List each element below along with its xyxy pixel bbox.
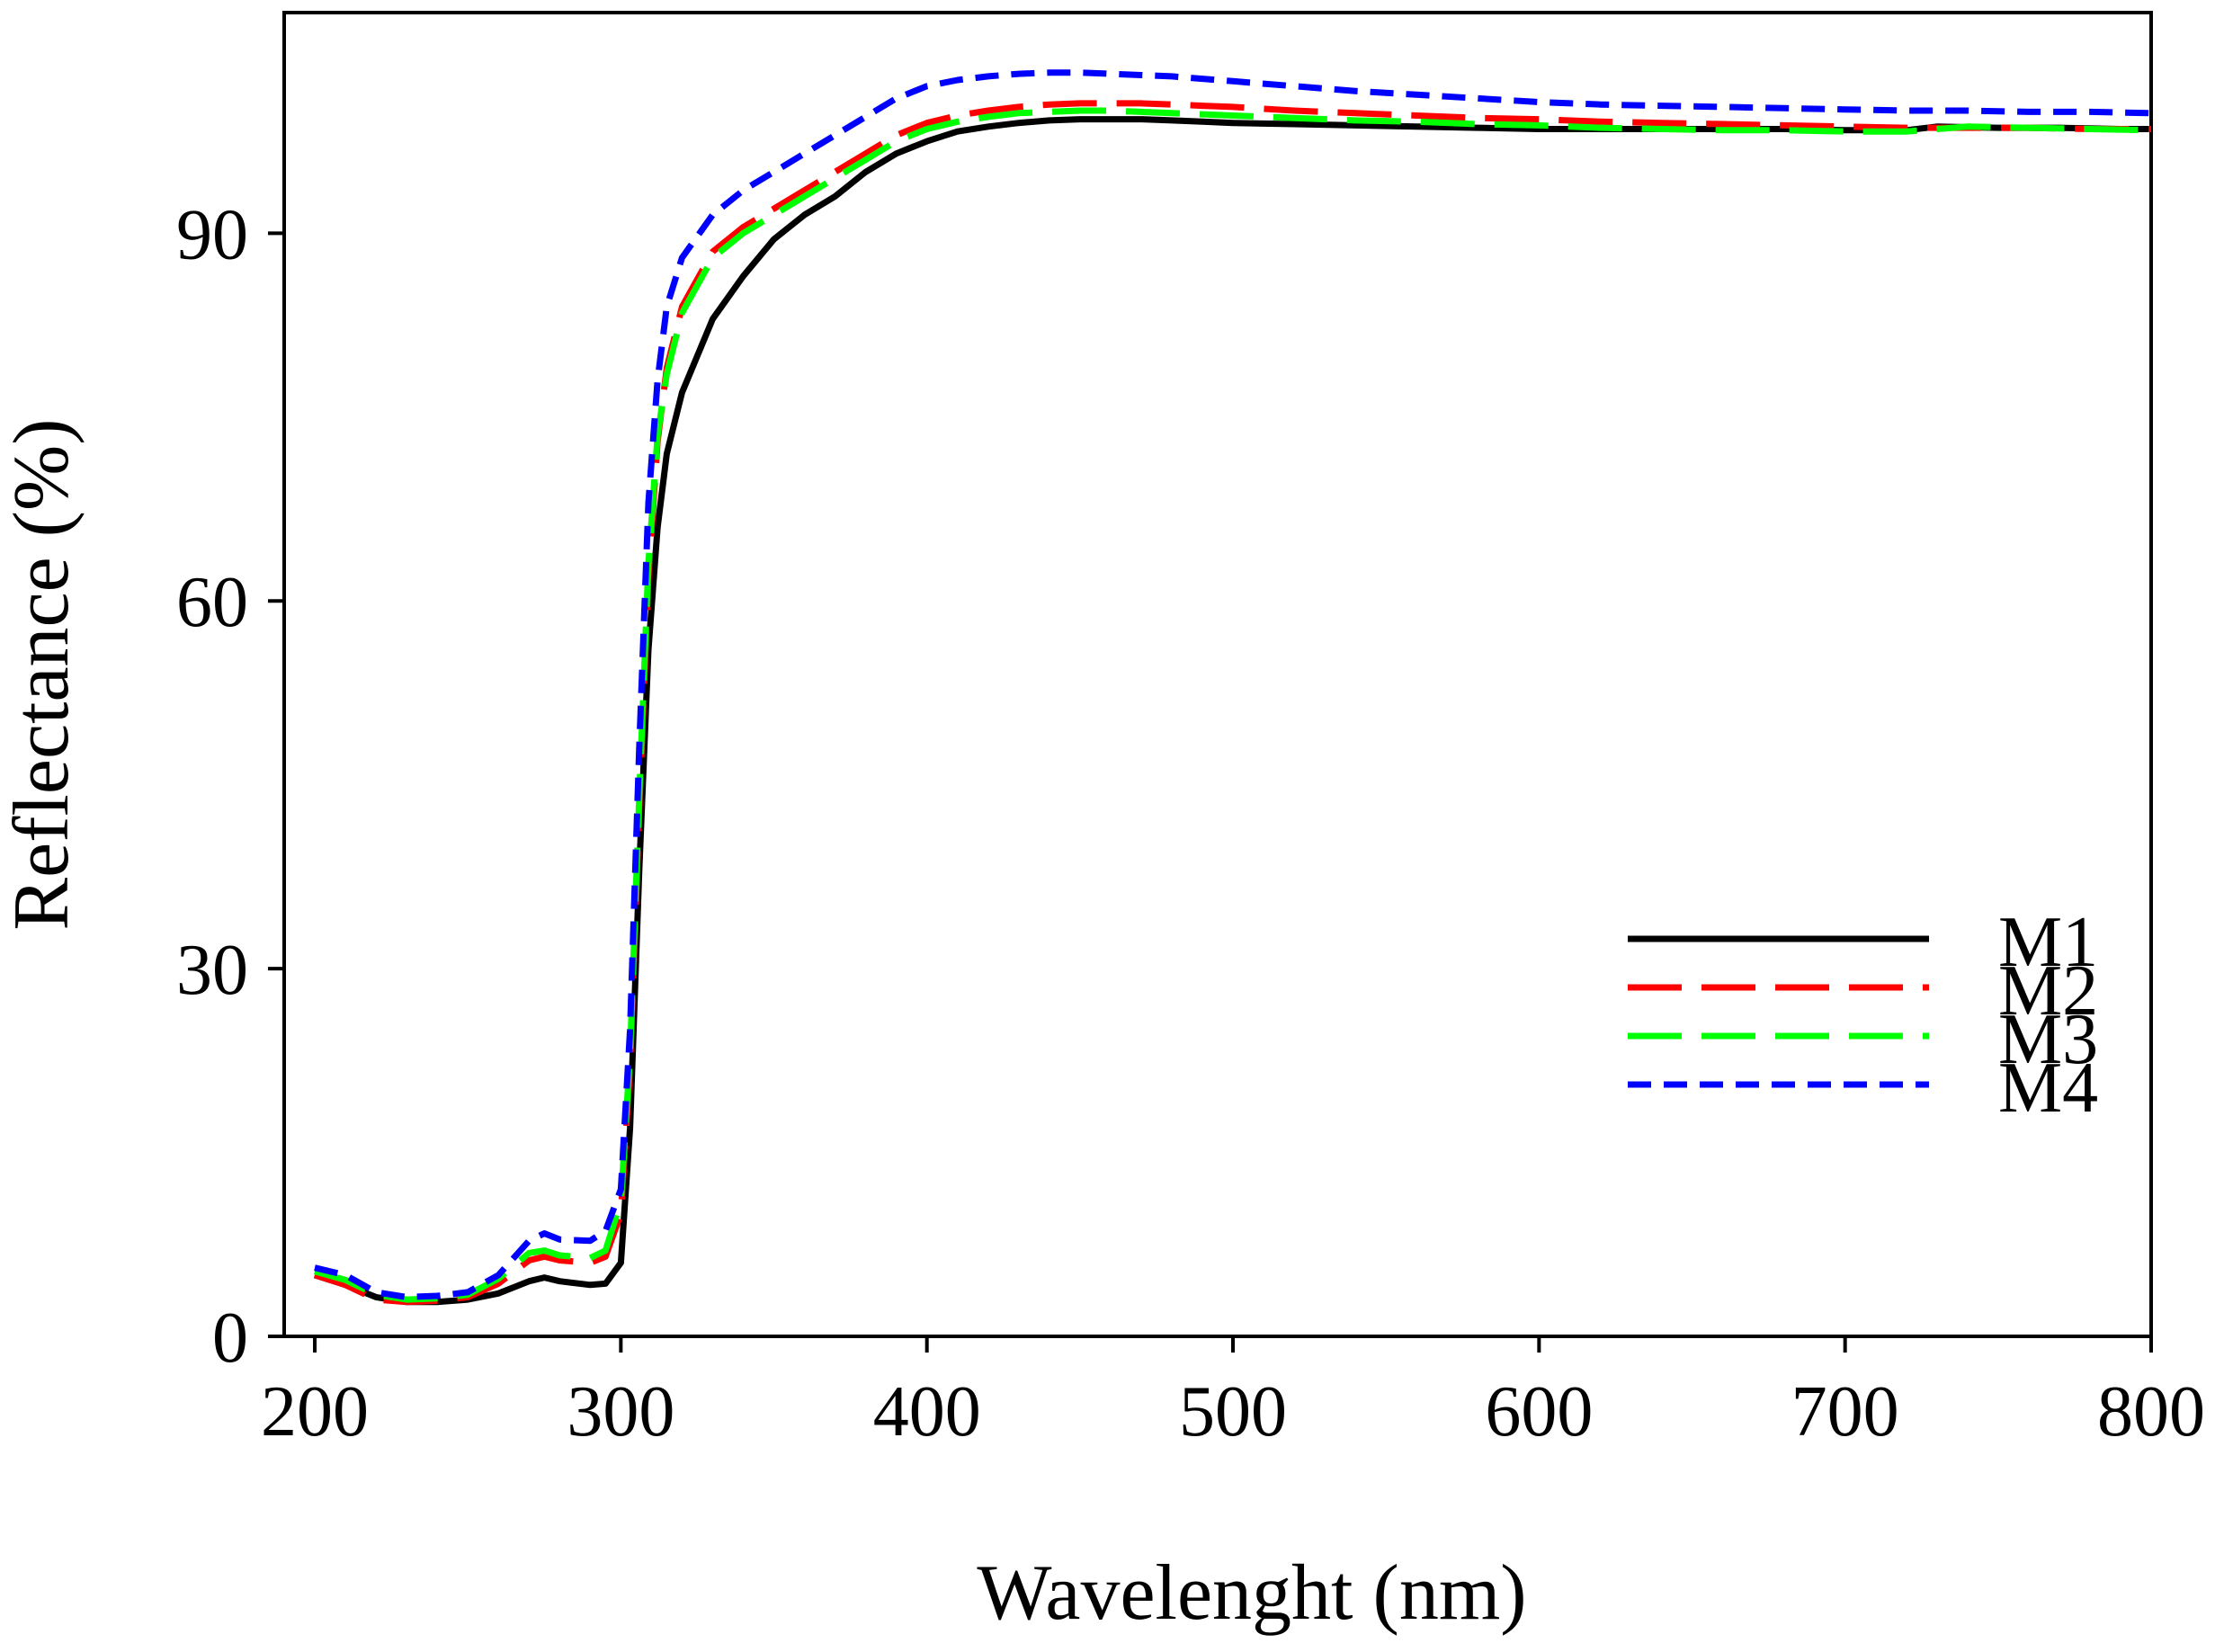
x-tick-label: 700 [1791, 1372, 1899, 1451]
series-line-m4 [314, 69, 2152, 1300]
series-line-m1 [313, 116, 2151, 1306]
y-axis-ticks: 0 30 60 90 [176, 195, 284, 1378]
x-axis-ticks: 200 300 400 500 600 700 800 [261, 1336, 2205, 1451]
x-tick-label: 800 [2097, 1372, 2205, 1451]
x-tick-label: 200 [261, 1372, 369, 1451]
y-tick-label: 90 [176, 195, 248, 274]
y-tick-label: 60 [176, 563, 248, 642]
x-tick-label: 300 [567, 1372, 674, 1451]
y-tick-label: 0 [212, 1299, 248, 1378]
plot-frame [282, 11, 2153, 1338]
legend-label-m4: M4 [1998, 1049, 2098, 1128]
series-line-m2 [313, 100, 2151, 1306]
y-tick-label: 30 [176, 931, 248, 1010]
legend-label-m3: M3 [1998, 1000, 2098, 1079]
y-axis-title: Reflectance (%) [0, 418, 85, 930]
x-tick-label: 600 [1485, 1372, 1593, 1451]
legend-label-m1: M1 [1998, 903, 2098, 982]
x-axis-title: Wavelenght (nm) [977, 1549, 1526, 1637]
series-line-m3 [314, 107, 2152, 1303]
legend-label-m2: M2 [1998, 951, 2098, 1031]
x-tick-label: 500 [1179, 1372, 1287, 1451]
series-group [313, 69, 2152, 1306]
x-tick-label: 400 [873, 1372, 981, 1451]
